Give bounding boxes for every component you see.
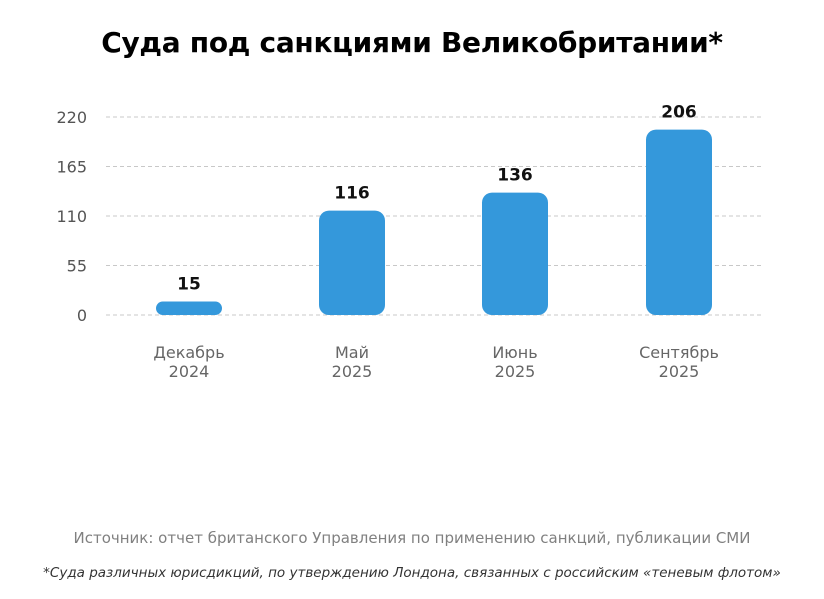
x-tick-label: Сентябрь (639, 343, 719, 362)
value-label: 206 (661, 103, 697, 123)
x-tick-label: Декабрь (153, 343, 224, 362)
x-tick-label: Июнь (492, 343, 537, 362)
chart-title: Суда под санкциями Великобритании* (101, 26, 723, 59)
y-tick-label: 55 (67, 257, 87, 276)
y-tick-label: 220 (56, 108, 87, 127)
bar (482, 192, 548, 315)
y-tick-label: 0 (77, 306, 87, 325)
y-tick-label: 165 (56, 158, 87, 177)
x-tick-label: Май (335, 343, 369, 362)
source-note: Источник: отчет британского Управления п… (73, 529, 751, 547)
x-tick-label: 2024 (169, 362, 210, 381)
bar (319, 210, 385, 315)
bar (646, 129, 712, 315)
value-label: 15 (177, 275, 201, 295)
x-tick-label: 2025 (332, 362, 373, 381)
y-tick-label: 110 (56, 207, 87, 226)
bar-chart: 05511016522015Декабрь2024116Май2025136Ию… (56, 103, 762, 381)
x-tick-label: 2025 (495, 362, 536, 381)
x-tick-label: 2025 (659, 362, 700, 381)
value-label: 136 (497, 166, 533, 186)
bar (156, 301, 222, 315)
footnote: *Суда различных юрисдикций, по утвержден… (43, 565, 781, 581)
value-label: 116 (334, 184, 370, 204)
